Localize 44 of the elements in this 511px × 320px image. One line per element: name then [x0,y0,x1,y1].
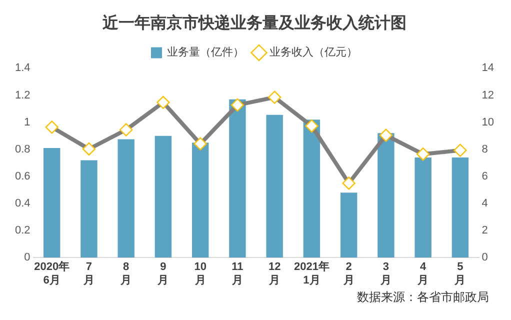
x-tick-label: 11 月 [230,261,244,286]
y-tick-label: 1.2 [14,89,30,102]
bar [414,157,432,258]
bar [192,142,209,258]
x-tick-label: 10 月 [194,261,206,286]
bar [452,157,469,258]
x-tick-label: 7 月 [82,261,94,286]
y2-tick-label: 4 [482,198,488,210]
x-tick-label: 2021年 1月 [294,260,330,286]
bar [303,120,320,258]
x-tick-label: 5 月 [454,261,466,286]
y2-tick-label: 8 [482,143,488,156]
y2-tick-label: 14 [482,62,494,74]
bar [378,133,394,258]
bar [229,99,246,258]
y-tick-label: 0.6 [14,170,30,182]
legend-label: 业务量（亿件） [167,46,244,59]
y2-tick-label: 10 [482,116,494,128]
y-tick-label: 1 [24,116,30,128]
y-tick-label: 1.4 [14,62,30,74]
y-tick-label: 0 [24,252,30,264]
y-tick-label: 0.8 [14,143,30,156]
x-tick-label: 8 月 [120,261,132,286]
legend-label: 业务收入（亿元） [270,46,358,59]
bar [266,114,283,258]
x-tick-label: 2 月 [342,261,354,286]
bar [118,139,134,258]
y2-tick-label: 12 [482,89,494,102]
bar [340,192,358,258]
y-tick-label: 0.2 [14,224,30,237]
x-tick-label: 12 月 [268,261,281,286]
x-tick-label: 4 月 [416,261,429,286]
y2-tick-label: 6 [482,170,488,182]
y2-tick-label: 0 [482,252,488,264]
chart-title: 近一年南京市快递业务量及业务收入统计图 [102,14,406,32]
x-tick-label: 2020年 6月 [34,260,70,286]
y2-tick-label: 2 [482,224,488,237]
bar [44,148,60,258]
bar [154,136,172,258]
bar [80,160,98,258]
y-tick-label: 0.4 [14,198,30,210]
x-tick-label: 9 月 [156,261,169,286]
source-note: 数据来源：各省市邮政局 [357,289,489,306]
x-tick-label: 3 月 [379,261,392,286]
